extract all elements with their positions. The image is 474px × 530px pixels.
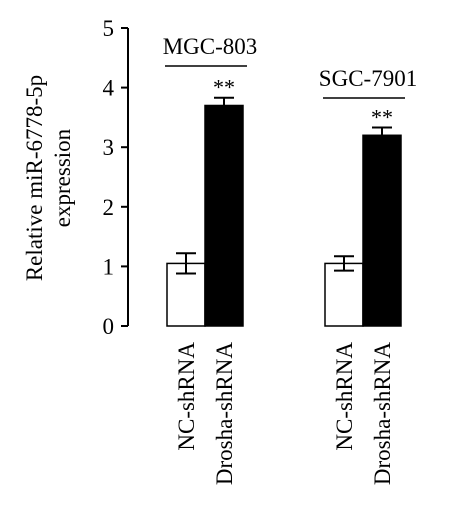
x-tick-labels: NC-shRNA Drosha-shRNA NC-shRNA Drosha-shRNA (174, 342, 395, 485)
y-tick-label: 0 (103, 314, 115, 339)
x-tick-label: NC-shRNA (332, 342, 357, 451)
error-bars (176, 96, 392, 275)
y-axis-label: Relative miR-6778-5p expression (22, 75, 75, 281)
x-tick-label: Drosha-shRNA (212, 342, 237, 485)
y-axis-label-line-1: Relative miR-6778-5p (22, 75, 47, 281)
bar-2-1 (324, 262, 364, 327)
x-tick-label: NC-shRNA (174, 342, 199, 451)
significance-marker: ** (371, 105, 393, 130)
bar-1-2 (204, 104, 244, 327)
y-tick-label: 1 (103, 254, 115, 279)
y-tick-label: 5 (103, 16, 115, 41)
y-axis-label-line-2: expression (50, 128, 75, 227)
annotations: ** MGC-803 ** SGC-7901 (163, 34, 417, 130)
bar-2-2 (362, 134, 402, 327)
bars (166, 104, 402, 327)
y-tick-label: 4 (103, 76, 115, 101)
x-tick-label: Drosha-shRNA (370, 342, 395, 485)
group-label: SGC-7901 (319, 66, 417, 91)
y-tick-label: 3 (103, 135, 115, 160)
y-axis: 0 1 2 3 4 5 (103, 16, 129, 339)
significance-marker: ** (213, 75, 235, 100)
y-tick-label: 2 (103, 195, 115, 220)
group-label: MGC-803 (163, 34, 258, 59)
